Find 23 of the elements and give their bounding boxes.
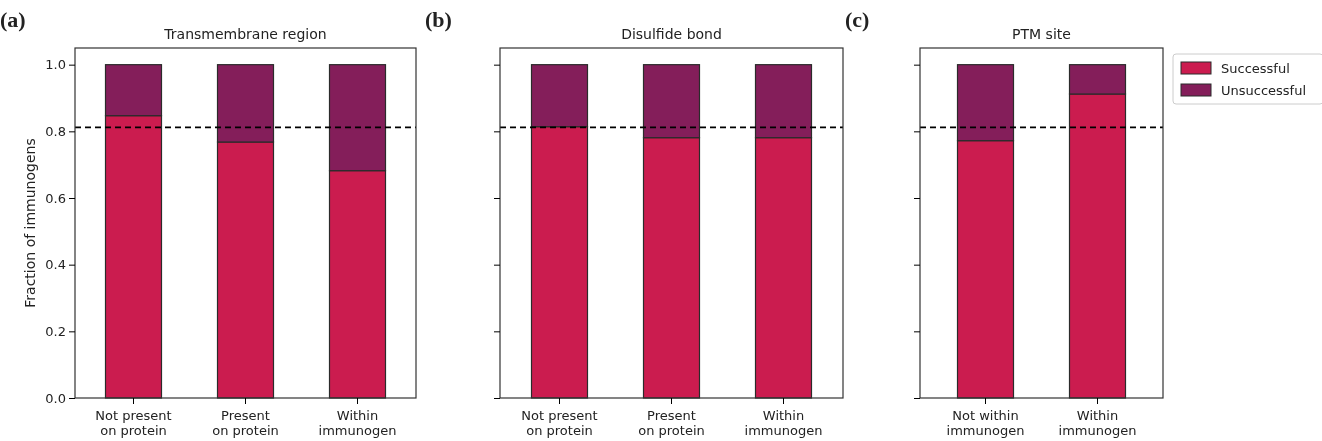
- x-tick-label: Not present on protein: [521, 408, 598, 438]
- legend-label: Unsuccessful: [1221, 83, 1307, 98]
- x-tick-label: Not present on protein: [95, 408, 172, 438]
- y-tick-label: 0.0: [45, 390, 66, 406]
- chart-title: Transmembrane region: [163, 26, 327, 42]
- y-tick-label: 0.2: [45, 323, 66, 339]
- x-tick-label: Within immunogen: [1058, 408, 1137, 438]
- x-tick-label: Not within immunogen: [946, 408, 1025, 438]
- x-tick-label: Within immunogen: [744, 408, 823, 438]
- text: (c): [845, 7, 870, 32]
- y-axis-title: Fraction of immunogens: [22, 138, 38, 308]
- x-tick-label: Within immunogen: [318, 408, 397, 438]
- y-tick-label: 0.6: [45, 190, 66, 206]
- text: (a): [0, 7, 26, 32]
- x-tick-label: Present on protein: [212, 408, 279, 438]
- y-tick-label: 0.4: [45, 257, 66, 273]
- y-tick-label: 1.0: [45, 57, 66, 73]
- chart-title: Disulfide bond: [621, 26, 722, 42]
- y-tick-label: 0.8: [45, 123, 66, 139]
- chart-title: PTM site: [1012, 26, 1071, 42]
- legend-label: Successful: [1221, 61, 1290, 76]
- x-tick-label: Present on protein: [638, 408, 705, 438]
- text: (b): [425, 7, 452, 32]
